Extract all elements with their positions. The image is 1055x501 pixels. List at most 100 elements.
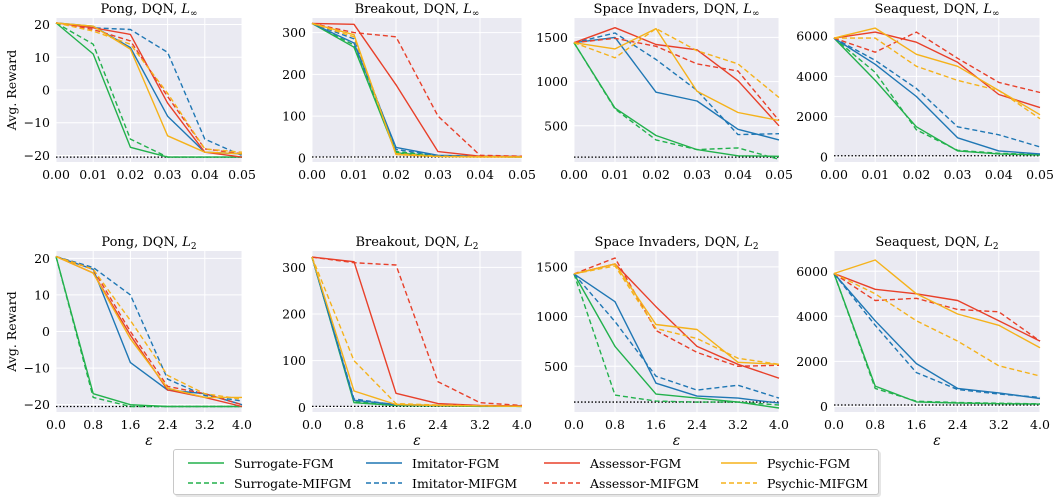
series-line-assessor-mifgm bbox=[573, 37, 780, 121]
x-tick-label: 0.8 bbox=[83, 417, 103, 432]
legend-item-surrogate-fgm: Surrogate-FGM bbox=[186, 453, 334, 473]
x-axis-label: ε bbox=[413, 433, 421, 448]
series-line-psychic-mifgm bbox=[55, 255, 243, 400]
panel-4: 0.00 0.01 0.02 0.03 0.04 0.05 0 2000 4000 6000 Sea… bbox=[796, 2, 1054, 182]
x-tick-label: 0.8 bbox=[865, 417, 885, 432]
plot-area bbox=[312, 251, 522, 412]
panel-title: Seaquest, DQN, L2 bbox=[875, 235, 998, 252]
legend-item-assessor-fgm: Assessor-FGM bbox=[542, 453, 681, 473]
series-line-assessor-mifgm bbox=[573, 257, 780, 367]
y-tick-label: 6000 bbox=[796, 29, 828, 44]
x-tick-label: 0.00 bbox=[820, 167, 848, 182]
y-tick-label: 200 bbox=[282, 67, 306, 82]
x-tick-label: 0.04 bbox=[985, 167, 1013, 182]
x-axis-label: ε bbox=[145, 433, 153, 448]
x-tick-label: 0.02 bbox=[642, 167, 670, 182]
legend-swatch bbox=[366, 462, 402, 464]
panel-title: Space Invaders, DQN, L2 bbox=[594, 235, 758, 252]
x-tick-label: 1.6 bbox=[120, 417, 140, 432]
legend-item-assessor-mifgm: Assessor-MIFGM bbox=[542, 473, 699, 493]
x-tick-label: 3.2 bbox=[728, 417, 748, 432]
series-line-imitator-mifgm bbox=[55, 255, 243, 402]
series-line-imitator-fgm bbox=[833, 273, 1041, 400]
x-tick-label: 0.00 bbox=[298, 167, 326, 182]
legend-swatch bbox=[366, 482, 402, 484]
y-axis-label: Avg. Reward bbox=[4, 291, 19, 372]
panel-3: 0.00 0.01 0.02 0.03 0.04 0.05 500 1000 1500 Space… bbox=[536, 2, 793, 182]
panel-title: Breakout, DQN, L∞ bbox=[355, 2, 480, 19]
series-line-surrogate-mifgm bbox=[55, 22, 242, 158]
x-tick-label: 0.03 bbox=[424, 167, 452, 182]
y-tick-label: 10 bbox=[34, 287, 50, 302]
panel-title: Pong, DQN, L∞ bbox=[100, 2, 197, 19]
series-line-assessor-fgm bbox=[573, 27, 780, 127]
y-tick-label: −10 bbox=[24, 361, 50, 376]
series-line-imitator-mifgm bbox=[573, 273, 780, 399]
series-line-psychic-fgm bbox=[833, 259, 1041, 349]
y-tick-label: 1000 bbox=[536, 309, 568, 324]
legend-swatch bbox=[721, 462, 757, 464]
x-tick-label: 0.03 bbox=[683, 167, 711, 182]
y-tick-label: 20 bbox=[34, 251, 50, 266]
x-tick-label: 4.0 bbox=[1030, 417, 1050, 432]
y-tick-label: 0 bbox=[298, 400, 306, 415]
x-tick-label: 0.01 bbox=[861, 167, 889, 182]
y-tick-label: 100 bbox=[282, 109, 306, 124]
series-line-surrogate-fgm bbox=[55, 22, 242, 158]
panel-title: Space Invaders, DQN, L∞ bbox=[594, 2, 760, 19]
x-tick-label: 0.01 bbox=[601, 167, 629, 182]
x-tick-label: 0.0 bbox=[564, 417, 584, 432]
x-tick-label: 2.4 bbox=[948, 417, 968, 432]
legend-swatch bbox=[721, 482, 757, 484]
series-line-imitator-mifgm bbox=[55, 22, 243, 157]
x-tick-label: 0.04 bbox=[724, 167, 752, 182]
legend: Surrogate-FGM Imitator-FGM Assessor-FGM Psy… bbox=[173, 449, 879, 495]
series-line-psychic-fgm bbox=[573, 263, 780, 365]
legend-label: Assessor-MIFGM bbox=[590, 475, 700, 491]
legend-label: Psychic-FGM bbox=[767, 455, 851, 471]
x-tick-label: 2.4 bbox=[158, 417, 178, 432]
y-tick-label: 20 bbox=[34, 17, 50, 32]
x-tick-label: 0.05 bbox=[508, 167, 536, 182]
x-tick-label: 2.4 bbox=[428, 417, 448, 432]
legend-label: Surrogate-FGM bbox=[234, 455, 334, 471]
figure-grid: 0.00 0.01 0.02 0.03 0.04 0.05−20−1001020Pong,… bbox=[4, 2, 1054, 448]
y-tick-label: 10 bbox=[34, 50, 50, 65]
series-line-psychic-mifgm bbox=[311, 256, 523, 408]
legend-swatch bbox=[188, 462, 224, 464]
y-tick-label: 1500 bbox=[536, 30, 568, 45]
series-line-psychic-mifgm bbox=[573, 265, 780, 365]
series-line-surrogate-mifgm bbox=[833, 273, 1041, 405]
y-tick-label: 0 bbox=[820, 149, 828, 164]
x-tick-label: 4.0 bbox=[512, 417, 532, 432]
y-tick-label: 300 bbox=[282, 260, 306, 275]
series-line-assessor-fgm bbox=[833, 31, 1041, 109]
plot-area bbox=[834, 251, 1040, 412]
x-tick-label: 0.01 bbox=[79, 167, 107, 182]
y-tick-label: 4000 bbox=[796, 69, 828, 84]
series-line-psychic-mifgm bbox=[573, 27, 780, 99]
legend-swatch bbox=[544, 482, 580, 484]
legend-label: Imitator-MIFGM bbox=[412, 475, 518, 491]
plot-area bbox=[312, 18, 522, 162]
x-tick-label: 0.04 bbox=[466, 167, 494, 182]
series-line-imitator-mifgm bbox=[833, 37, 1041, 148]
series-line-surrogate-mifgm bbox=[833, 37, 1041, 156]
x-tick-label: 0.03 bbox=[944, 167, 972, 182]
panel-5: 0.0 0.8 1.6 2.4 3.2 4.0 −20 −10 0 10 20 Pong, DQN, … bbox=[4, 235, 252, 448]
x-tick-label: 4.0 bbox=[769, 417, 789, 432]
panel-title: Breakout, DQN, L2 bbox=[355, 235, 478, 252]
panel-2: 0.00 0.01 0.02 0.03 0.04 0.05 0 100 200 300 Breako… bbox=[282, 2, 536, 182]
panel-6: 0.0 0.8 1.6 2.4 3.2 4.0 0 100 200 300 Breakout, DQ… bbox=[282, 235, 532, 448]
y-tick-label: 0 bbox=[820, 399, 828, 414]
x-tick-label: 4.0 bbox=[232, 417, 252, 432]
panel-title: Pong, DQN, L2 bbox=[101, 235, 196, 252]
x-tick-label: 0.02 bbox=[382, 167, 410, 182]
series-line-psychic-mifgm bbox=[834, 37, 1041, 120]
y-tick-label: 500 bbox=[544, 359, 568, 374]
series-line-assessor-mifgm bbox=[833, 31, 1041, 94]
x-tick-label: 0.05 bbox=[228, 167, 256, 182]
y-tick-label: 6000 bbox=[796, 264, 828, 279]
x-tick-label: 3.2 bbox=[989, 417, 1009, 432]
series-line-psychic-mifgm bbox=[311, 22, 523, 158]
